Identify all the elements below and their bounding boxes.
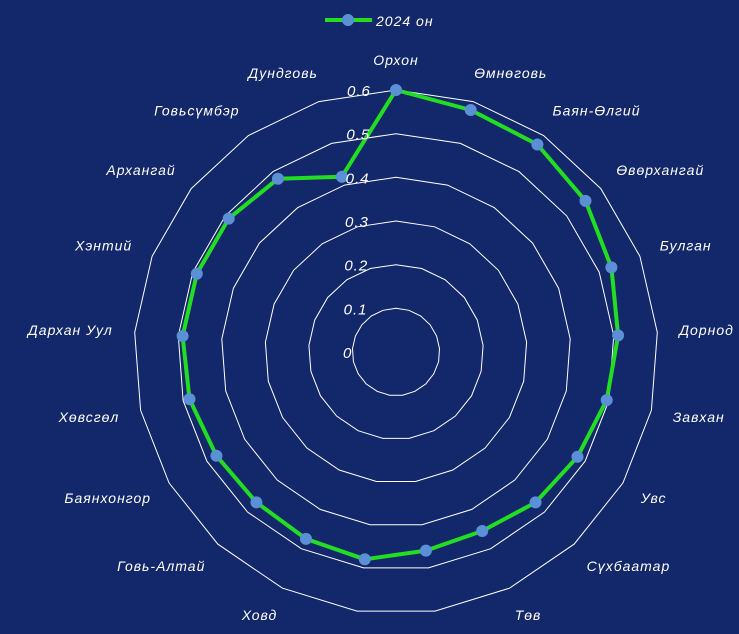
category-labels: Орхон Өмнөговь Баян-Өлгий Өвөрхангай Булган Д… — [26, 52, 734, 634]
data-point-8 — [530, 496, 542, 508]
data-point-13 — [250, 496, 262, 508]
grid-ring-3 — [265, 221, 526, 482]
tick-label-6: 0.6 — [347, 83, 371, 100]
tick-label-4: 0.4 — [346, 170, 370, 187]
data-point-14 — [210, 450, 222, 462]
data-point-2 — [531, 139, 543, 151]
data-point-16 — [177, 330, 189, 342]
legend-marker-swatch — [342, 14, 354, 26]
data-point-6 — [601, 394, 613, 406]
category-label-15: Хөвсгөл — [58, 409, 120, 425]
category-label-13: Говь-Алтай — [117, 558, 205, 574]
grid-ring-5 — [178, 134, 613, 568]
grid-ring-2 — [309, 265, 483, 439]
grid-ring-4 — [222, 177, 570, 524]
category-label-17: Хэнтий — [74, 237, 132, 253]
tick-label-0: 0 — [343, 345, 352, 362]
category-label-0: Орхон — [373, 52, 419, 68]
tick-label-1: 0.1 — [344, 301, 368, 318]
category-label-19: Говьсүмбэр — [154, 103, 239, 119]
category-label-5: Дорнод — [677, 322, 734, 338]
category-label-20: Дундговь — [246, 65, 318, 81]
legend: 2024 он — [325, 13, 434, 29]
legend-label: 2024 он — [375, 13, 434, 29]
category-label-4: Булган — [660, 237, 712, 253]
data-point-7 — [572, 451, 584, 463]
data-point-10 — [420, 545, 432, 557]
category-label-1: Өмнөговь — [474, 65, 547, 81]
category-label-14: Баянхонгор — [64, 490, 151, 506]
category-label-6: Завхан — [673, 409, 725, 425]
category-label-7: Увс — [640, 490, 667, 506]
data-point-4 — [605, 261, 617, 273]
grid-ring-1 — [353, 308, 440, 395]
category-label-12: Ховд — [241, 607, 278, 623]
radar-grid — [135, 90, 658, 611]
category-label-8: Сүхбаатар — [587, 558, 671, 574]
series-line-0 — [183, 90, 618, 559]
data-point-19 — [272, 173, 284, 185]
tick-label-5: 0.5 — [346, 127, 370, 144]
category-label-18: Архангай — [105, 162, 175, 178]
grid-ring-6 — [135, 90, 658, 611]
data-point-5 — [612, 329, 624, 341]
category-label-9: Төв — [515, 607, 542, 623]
category-label-3: Өвөрхангай — [616, 162, 704, 178]
data-point-3 — [580, 195, 592, 207]
data-point-18 — [223, 213, 235, 225]
data-point-17 — [191, 268, 203, 280]
data-point-12 — [300, 533, 312, 545]
tick-label-2: 0.2 — [344, 258, 368, 275]
data-point-0 — [390, 84, 402, 96]
data-point-11 — [359, 553, 371, 565]
tick-label-3: 0.3 — [345, 214, 369, 231]
data-point-9 — [476, 525, 488, 537]
category-label-16: Дархан Уул — [26, 322, 113, 338]
category-label-2: Баян-Өлгий — [553, 103, 641, 119]
data-point-15 — [184, 393, 196, 405]
series-layer — [177, 84, 624, 565]
data-point-1 — [465, 104, 477, 116]
